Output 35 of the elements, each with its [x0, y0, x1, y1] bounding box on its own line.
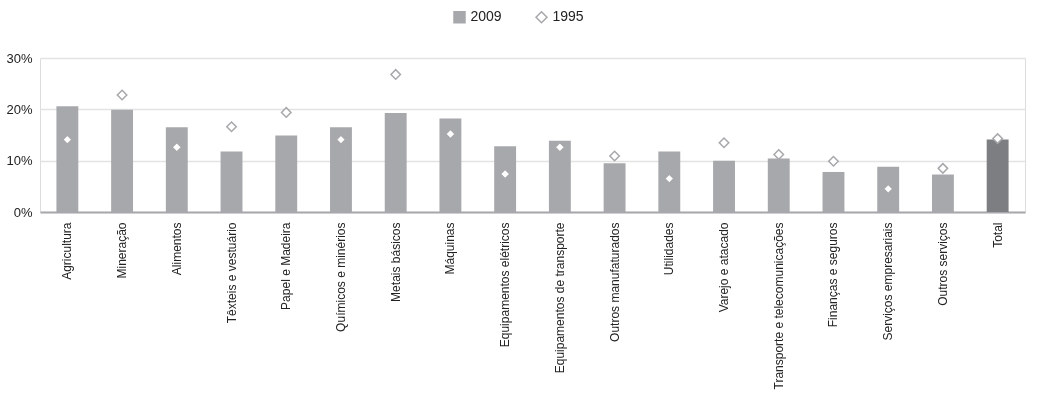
x-tick-label: Papel e Madeira: [279, 222, 294, 310]
x-tick-label: Transporte e telecomunicações: [771, 222, 786, 390]
point: [116, 89, 128, 101]
point: [390, 68, 402, 80]
x-tick-label: Têxteis e vestuário: [224, 222, 239, 324]
point: [609, 150, 621, 162]
x-tick-label: Equipamentos de transporte: [552, 222, 567, 374]
y-tick-label: 10%: [6, 153, 33, 169]
x-tick-label: Metais básicos: [388, 222, 403, 302]
x-tick-label: Equipamentos elétricos: [498, 222, 513, 348]
bar: [986, 139, 1009, 212]
point: [773, 149, 785, 160]
y-tick-label: 20%: [6, 101, 33, 117]
x-tick-label: Agricultura: [60, 222, 75, 280]
x-tick-label: Alimentos: [169, 222, 184, 276]
x-tick-label: Varejo e atacado: [717, 222, 732, 313]
point: [226, 121, 238, 133]
x-tick-label: Máquinas: [443, 222, 458, 275]
y-tick-label: 30%: [6, 50, 33, 66]
x-tick-label: Mineração: [115, 222, 130, 279]
point: [827, 155, 839, 167]
legend-label: 1995: [552, 8, 584, 25]
point: [718, 137, 730, 149]
x-tick-label: Total: [990, 222, 1005, 248]
point: [992, 133, 1004, 145]
x-tick-label: Químicos e minérios: [333, 222, 348, 332]
point: [280, 106, 292, 118]
x-tick-label: Outros manufaturados: [607, 222, 622, 342]
x-tick-label: Finanças e seguros: [826, 222, 841, 328]
legend-label: 2009: [470, 8, 502, 25]
x-tick-label: Outros serviços: [935, 222, 950, 306]
x-tick-label: Serviços empresariais: [881, 222, 896, 341]
point: [937, 162, 949, 174]
y-tick-label: 0%: [13, 204, 33, 220]
x-tick-label: Utilidades: [662, 222, 677, 276]
